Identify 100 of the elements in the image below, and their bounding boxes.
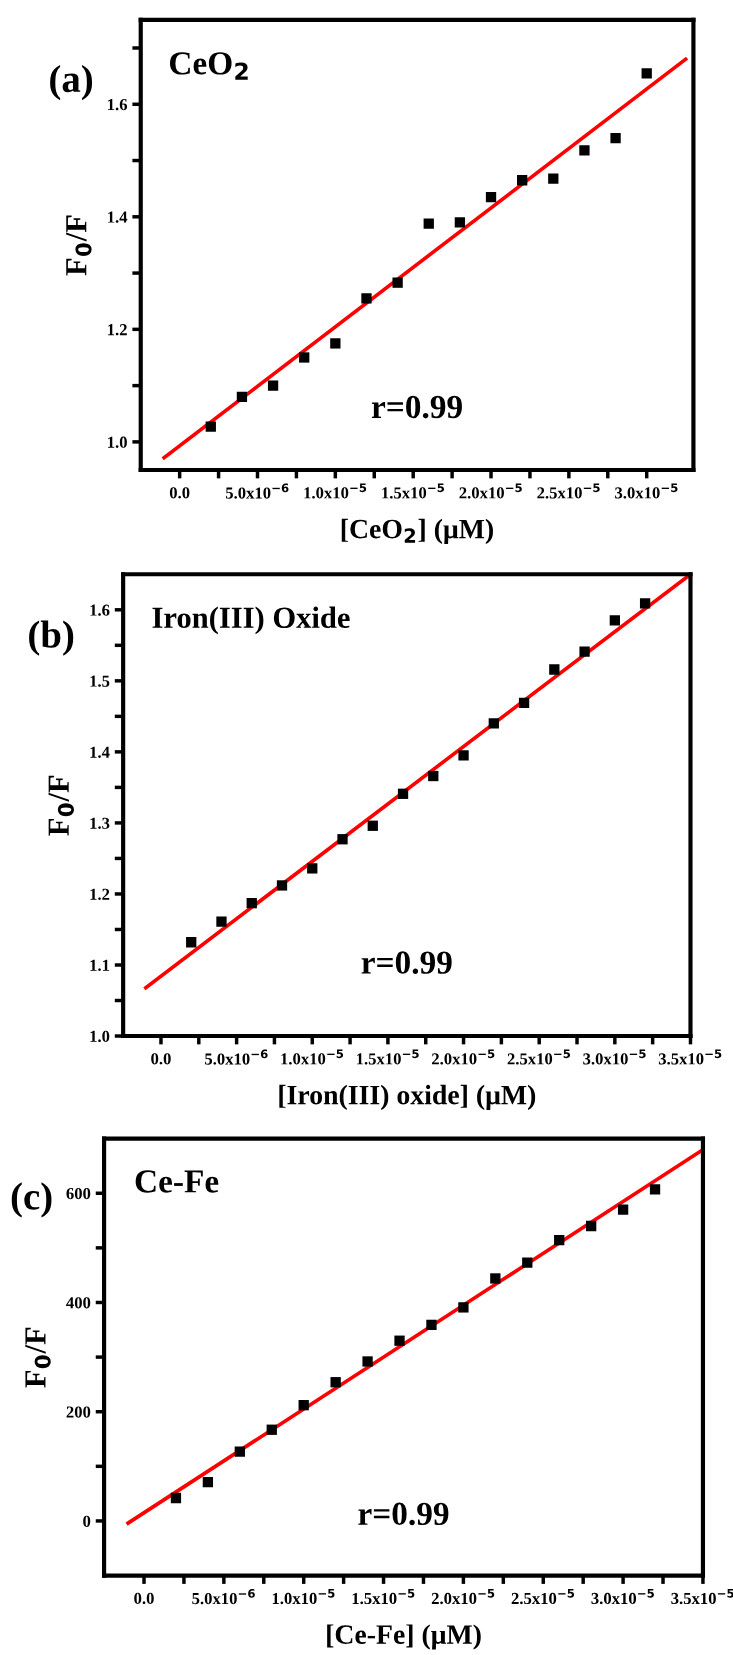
x-tick-label: 1.5x10$^{−5}$ <box>382 483 445 499</box>
point <box>490 1273 501 1284</box>
point <box>267 380 279 391</box>
text: CeO$_{2}$ <box>170 52 248 80</box>
y-tick-label: 0 <box>83 1515 91 1527</box>
x-tick-label: 5.0x10$^{−6}$ <box>225 483 289 499</box>
x-axis-title: [Iron(III) oxide] (μM) <box>279 1084 536 1111</box>
point <box>579 145 590 156</box>
x-tick-label: 2.5x10$^{−5}$ <box>537 483 600 499</box>
x-tick-label: 3.5x10$^{−5}$ <box>671 1589 733 1605</box>
x-tick-label: 1.5x10$^{−5}$ <box>356 1049 419 1065</box>
point <box>517 175 528 186</box>
point <box>266 1424 277 1435</box>
x-tick-label: 1.0x10$^{−5}$ <box>281 1049 344 1065</box>
point <box>361 293 372 304</box>
point <box>488 718 499 729</box>
point <box>641 68 652 79</box>
point <box>458 750 469 761</box>
point <box>549 664 560 675</box>
point <box>234 1446 245 1457</box>
point <box>307 863 318 874</box>
point <box>246 898 257 909</box>
text: (c) <box>11 1182 52 1218</box>
point <box>454 217 466 228</box>
point <box>337 834 348 845</box>
x-tick-label: 3.5x10$^{−5}$ <box>658 1049 722 1065</box>
point <box>298 1400 309 1411</box>
x-tick-label: 0.0 <box>169 487 190 499</box>
y-tick-label: 1.1 <box>90 959 110 972</box>
x-tick-label: 2.0x10$^{−5}$ <box>459 483 522 499</box>
x-tick-label: 2.0x10$^{−5}$ <box>432 1049 495 1065</box>
point <box>617 1204 629 1215</box>
x-tick-label: 1.5x10$^{−5}$ <box>352 1589 415 1605</box>
text: Iron(III) Oxide <box>152 606 350 635</box>
y-tick-label: 1.2 <box>108 324 127 336</box>
y-axis-title: F$_{0}$/F <box>25 1327 51 1388</box>
annotation: r=0.99 <box>361 951 452 974</box>
x-tick-label: 2.5x10$^{−5}$ <box>511 1589 575 1605</box>
point <box>392 277 403 288</box>
point <box>236 391 248 403</box>
y-tick-label: 1.4 <box>90 746 110 758</box>
point <box>394 1335 405 1346</box>
x-tick-label: 0.0 <box>151 1053 171 1065</box>
annotation: r=0.99 <box>358 1502 449 1526</box>
point <box>202 1477 214 1488</box>
point <box>276 880 288 891</box>
point <box>579 646 590 657</box>
point <box>485 191 497 203</box>
point <box>639 598 651 609</box>
y-axis-title: F$_{0}$/F <box>48 775 74 836</box>
text: (a) <box>50 64 93 101</box>
point <box>586 1220 597 1232</box>
x-tick-label: 1.0x10$^{−5}$ <box>304 483 367 499</box>
x-tick-label: 0.0 <box>134 1592 154 1605</box>
x-tick-label: 3.0x10$^{−5}$ <box>583 1049 646 1065</box>
x-axis-title: [Ce-Fe] (μM) <box>327 1624 481 1650</box>
y-tick-label: 400 <box>66 1297 91 1309</box>
point <box>397 788 409 799</box>
point <box>186 937 197 948</box>
x-tick-label: 3.0x10$^{−5}$ <box>591 1589 654 1605</box>
y-tick-label: 1.0 <box>90 1030 110 1043</box>
x-tick-label: 1.0x10$^{−5}$ <box>272 1589 335 1605</box>
y-tick-label: 1.5 <box>90 675 110 687</box>
point <box>609 615 620 626</box>
y-tick-label: 1.6 <box>108 99 128 111</box>
point <box>458 1302 469 1313</box>
point <box>205 421 216 432</box>
x-tick-label: 2.0x10$^{−5}$ <box>431 1589 495 1605</box>
annotation: r=0.99 <box>371 395 462 419</box>
y-tick-label: 600 <box>66 1187 91 1200</box>
y-tick-label: 1.0 <box>108 436 127 448</box>
point <box>330 338 341 349</box>
x-tick-label: 3.0x10$^{−5}$ <box>615 483 678 499</box>
x-tick-label: 5.0x10$^{−6}$ <box>205 1049 268 1065</box>
x-tick-label: 5.0x10$^{−6}$ <box>192 1589 255 1605</box>
x-tick-label: 2.5x10$^{−5}$ <box>507 1049 571 1065</box>
y-tick-label: 200 <box>66 1406 91 1418</box>
point <box>426 1319 437 1331</box>
point <box>367 820 378 831</box>
point <box>548 173 559 184</box>
point <box>170 1492 182 1504</box>
point <box>554 1235 565 1246</box>
x-axis-title: [CeO$_{2}$] (μM) <box>341 518 493 545</box>
text: (b) <box>29 620 74 656</box>
point <box>330 1377 341 1388</box>
point <box>428 770 439 782</box>
point <box>649 1184 661 1195</box>
point <box>518 697 530 709</box>
y-tick-label: 1.3 <box>90 817 110 829</box>
point <box>522 1257 533 1268</box>
point <box>610 132 621 144</box>
text: Ce-Fe <box>135 1170 219 1193</box>
point <box>299 352 310 363</box>
point <box>362 1356 373 1367</box>
y-tick-label: 1.6 <box>90 604 110 616</box>
y-tick-label: 1.2 <box>90 888 110 900</box>
y-tick-label: 1.4 <box>108 211 128 223</box>
point <box>216 916 227 927</box>
point <box>423 218 434 229</box>
y-axis-title: F$_{0}$/F <box>66 215 92 276</box>
